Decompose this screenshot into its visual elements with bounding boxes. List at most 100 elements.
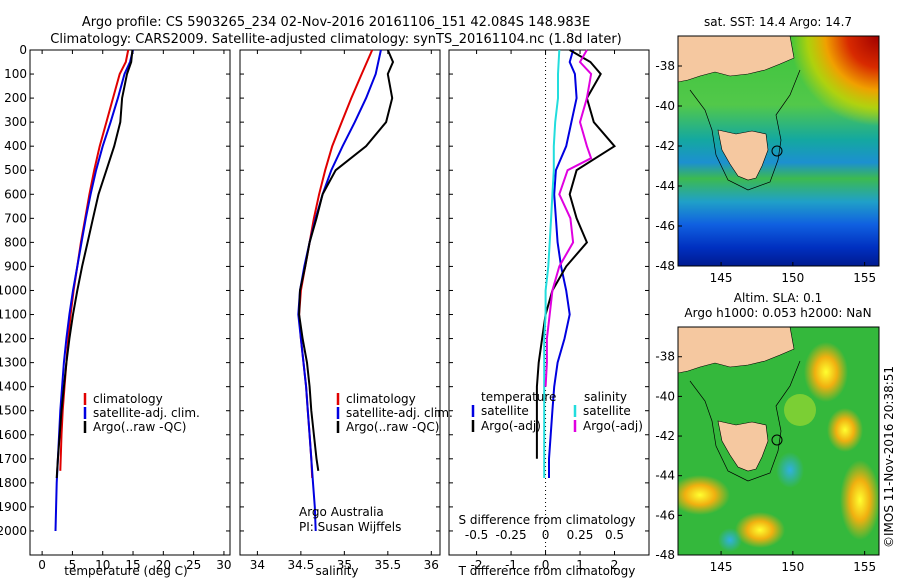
figure-title-line1: Argo profile: CS 5903265_234 02-Nov-2016… bbox=[82, 15, 590, 30]
legend-label-argo: Argo(..raw -QC) bbox=[93, 420, 186, 434]
legend-label-s-argo: Argo(-adj) bbox=[583, 419, 643, 433]
x-tick-label: 5 bbox=[69, 558, 77, 572]
imos-credit: ©IMOS 11-Nov-2016 20:38:51 bbox=[882, 366, 896, 548]
legend-label-s-satellite: satellite bbox=[583, 404, 631, 418]
y-tick-label: 0 bbox=[19, 43, 27, 57]
lat-tick-label: -48 bbox=[655, 548, 675, 562]
lon-tick-label: 145 bbox=[710, 560, 733, 574]
x-tick-label: 34.5 bbox=[288, 558, 315, 572]
series-argo-adj--salinity bbox=[544, 49, 593, 387]
sst-map-title: sat. SST: 14.4 Argo: 14.7 bbox=[704, 15, 852, 29]
tasmania-sla bbox=[717, 420, 769, 472]
sla-map bbox=[678, 327, 879, 555]
lat-tick-label: -44 bbox=[655, 469, 675, 483]
lat-tick-label: -46 bbox=[655, 219, 675, 233]
tasmania-sst bbox=[717, 129, 769, 181]
y-tick-label: 800 bbox=[4, 235, 27, 249]
legend-label-satellite: satellite-adj. clim. bbox=[346, 406, 453, 420]
salinity-panel-frame bbox=[239, 49, 441, 556]
legend-title-salinity: salinity bbox=[584, 390, 627, 404]
y-tick-label: 1100 bbox=[0, 308, 27, 322]
x-tick-label: 1 bbox=[576, 558, 584, 572]
x2-tick-label: 0.25 bbox=[567, 528, 594, 542]
series-satellite-temperature bbox=[548, 49, 578, 478]
y-tick-label: 1300 bbox=[0, 356, 27, 370]
mainland-australia-sst bbox=[678, 36, 795, 83]
y-tick-label: 700 bbox=[4, 211, 27, 225]
y-tick-label: 1900 bbox=[0, 500, 27, 514]
y-tick-label: 900 bbox=[4, 259, 27, 273]
lat-tick-label: -48 bbox=[655, 259, 675, 273]
x-tick-label: 0 bbox=[542, 558, 550, 572]
y-tick-label: 400 bbox=[4, 139, 27, 153]
x-tick-label: 10 bbox=[95, 558, 110, 572]
y-tick-label: 1700 bbox=[0, 452, 27, 466]
legend-label-argo: Argo(..raw -QC) bbox=[346, 420, 439, 434]
x-tick-label: 15 bbox=[125, 558, 140, 572]
y-tick-label: 1200 bbox=[0, 332, 27, 346]
y-tick-label: 200 bbox=[4, 91, 27, 105]
y-tick-label: 1500 bbox=[0, 404, 27, 418]
y-tick-label: 1400 bbox=[0, 380, 27, 394]
x-tick-label: 30 bbox=[216, 558, 231, 572]
y-tick-label: 100 bbox=[4, 67, 27, 81]
y-tick-label: 2000 bbox=[0, 524, 27, 538]
y-tick-label: 600 bbox=[4, 187, 27, 201]
series-argo-raw-qc- bbox=[55, 49, 134, 479]
lat-tick-label: -40 bbox=[655, 389, 675, 403]
lon-tick-label: 155 bbox=[853, 271, 876, 285]
y-tick-label: 500 bbox=[4, 163, 27, 177]
series-satellite-adj-clim- bbox=[54, 49, 134, 532]
x-tick-label: 35 bbox=[337, 558, 352, 572]
lat-tick-label: -38 bbox=[655, 59, 675, 73]
legend-title-temperature: temperature bbox=[481, 390, 556, 404]
mainland-australia-sla bbox=[678, 327, 795, 374]
temperature-panel: 0 5 10 15 20 25 300100200300400500600700800900… bbox=[0, 43, 232, 572]
figure-title-line2: Climatology: CARS2009. Satellite-adjuste… bbox=[50, 32, 622, 47]
series-argo-raw-qc- bbox=[298, 49, 395, 471]
x2-tick-label: -0.25 bbox=[496, 528, 527, 542]
temperature-panel-frame bbox=[29, 49, 231, 556]
y-tick-label: 1000 bbox=[0, 283, 27, 297]
argo-float-marker-sst bbox=[771, 145, 783, 157]
x-tick-label: 2 bbox=[611, 558, 619, 572]
salinity-legend: climatology satellite-adj. clim. Argo(..… bbox=[336, 392, 453, 434]
lon-tick-label: 150 bbox=[781, 271, 804, 285]
y-tick-label: 300 bbox=[4, 115, 27, 129]
lon-tick-label: 155 bbox=[853, 560, 876, 574]
y-tick-label: 1600 bbox=[0, 428, 27, 442]
x-tick-label: 34 bbox=[250, 558, 265, 572]
difference-panel-frame bbox=[448, 49, 650, 556]
lat-tick-label: -46 bbox=[655, 508, 675, 522]
lat-tick-label: -42 bbox=[655, 429, 675, 443]
x-tick-label: 35.5 bbox=[374, 558, 401, 572]
credit-org: Argo Australia bbox=[299, 505, 384, 519]
lon-tick-label: 150 bbox=[781, 560, 804, 574]
x-tick-label: 36 bbox=[424, 558, 439, 572]
argo-float-marker-sla bbox=[771, 434, 783, 446]
legend-label-climatology: climatology bbox=[93, 392, 163, 406]
difference-legend: temperature salinity satellite Argo(-adj… bbox=[471, 390, 643, 433]
temperature-axis-label: temperature (deg C) bbox=[64, 564, 187, 578]
legend-label-t-satellite: satellite bbox=[481, 404, 529, 418]
lat-tick-label: -38 bbox=[655, 350, 675, 364]
y-tick-label: 1800 bbox=[0, 476, 27, 490]
t-difference-axis-label: T difference from climatology bbox=[458, 564, 636, 578]
s-difference-axis-label: S difference from climatology bbox=[459, 513, 636, 527]
legend-label-climatology: climatology bbox=[346, 392, 416, 406]
sst-map bbox=[678, 36, 879, 266]
x2-tick-label: -0.5 bbox=[465, 528, 488, 542]
series-satellite-salinity bbox=[543, 49, 561, 478]
legend-label-satellite: satellite-adj. clim. bbox=[93, 406, 200, 420]
salinity-panel: 34 34.5 35 35.5 36 bbox=[240, 49, 440, 572]
temperature-legend: climatology satellite-adj. clim. Argo(..… bbox=[83, 392, 200, 434]
lat-tick-label: -44 bbox=[655, 179, 675, 193]
legend-label-t-argo: Argo(-adj) bbox=[481, 419, 541, 433]
lat-tick-label: -42 bbox=[655, 139, 675, 153]
salinity-axis-label: salinity bbox=[315, 564, 358, 578]
map-axis-ticks: 145 150 155 -38 -40 -42 -44 -46 -48 145 150 155 -38 -… bbox=[655, 59, 876, 574]
series-satellite-adj-clim- bbox=[297, 49, 382, 532]
lon-tick-label: 145 bbox=[710, 271, 733, 285]
